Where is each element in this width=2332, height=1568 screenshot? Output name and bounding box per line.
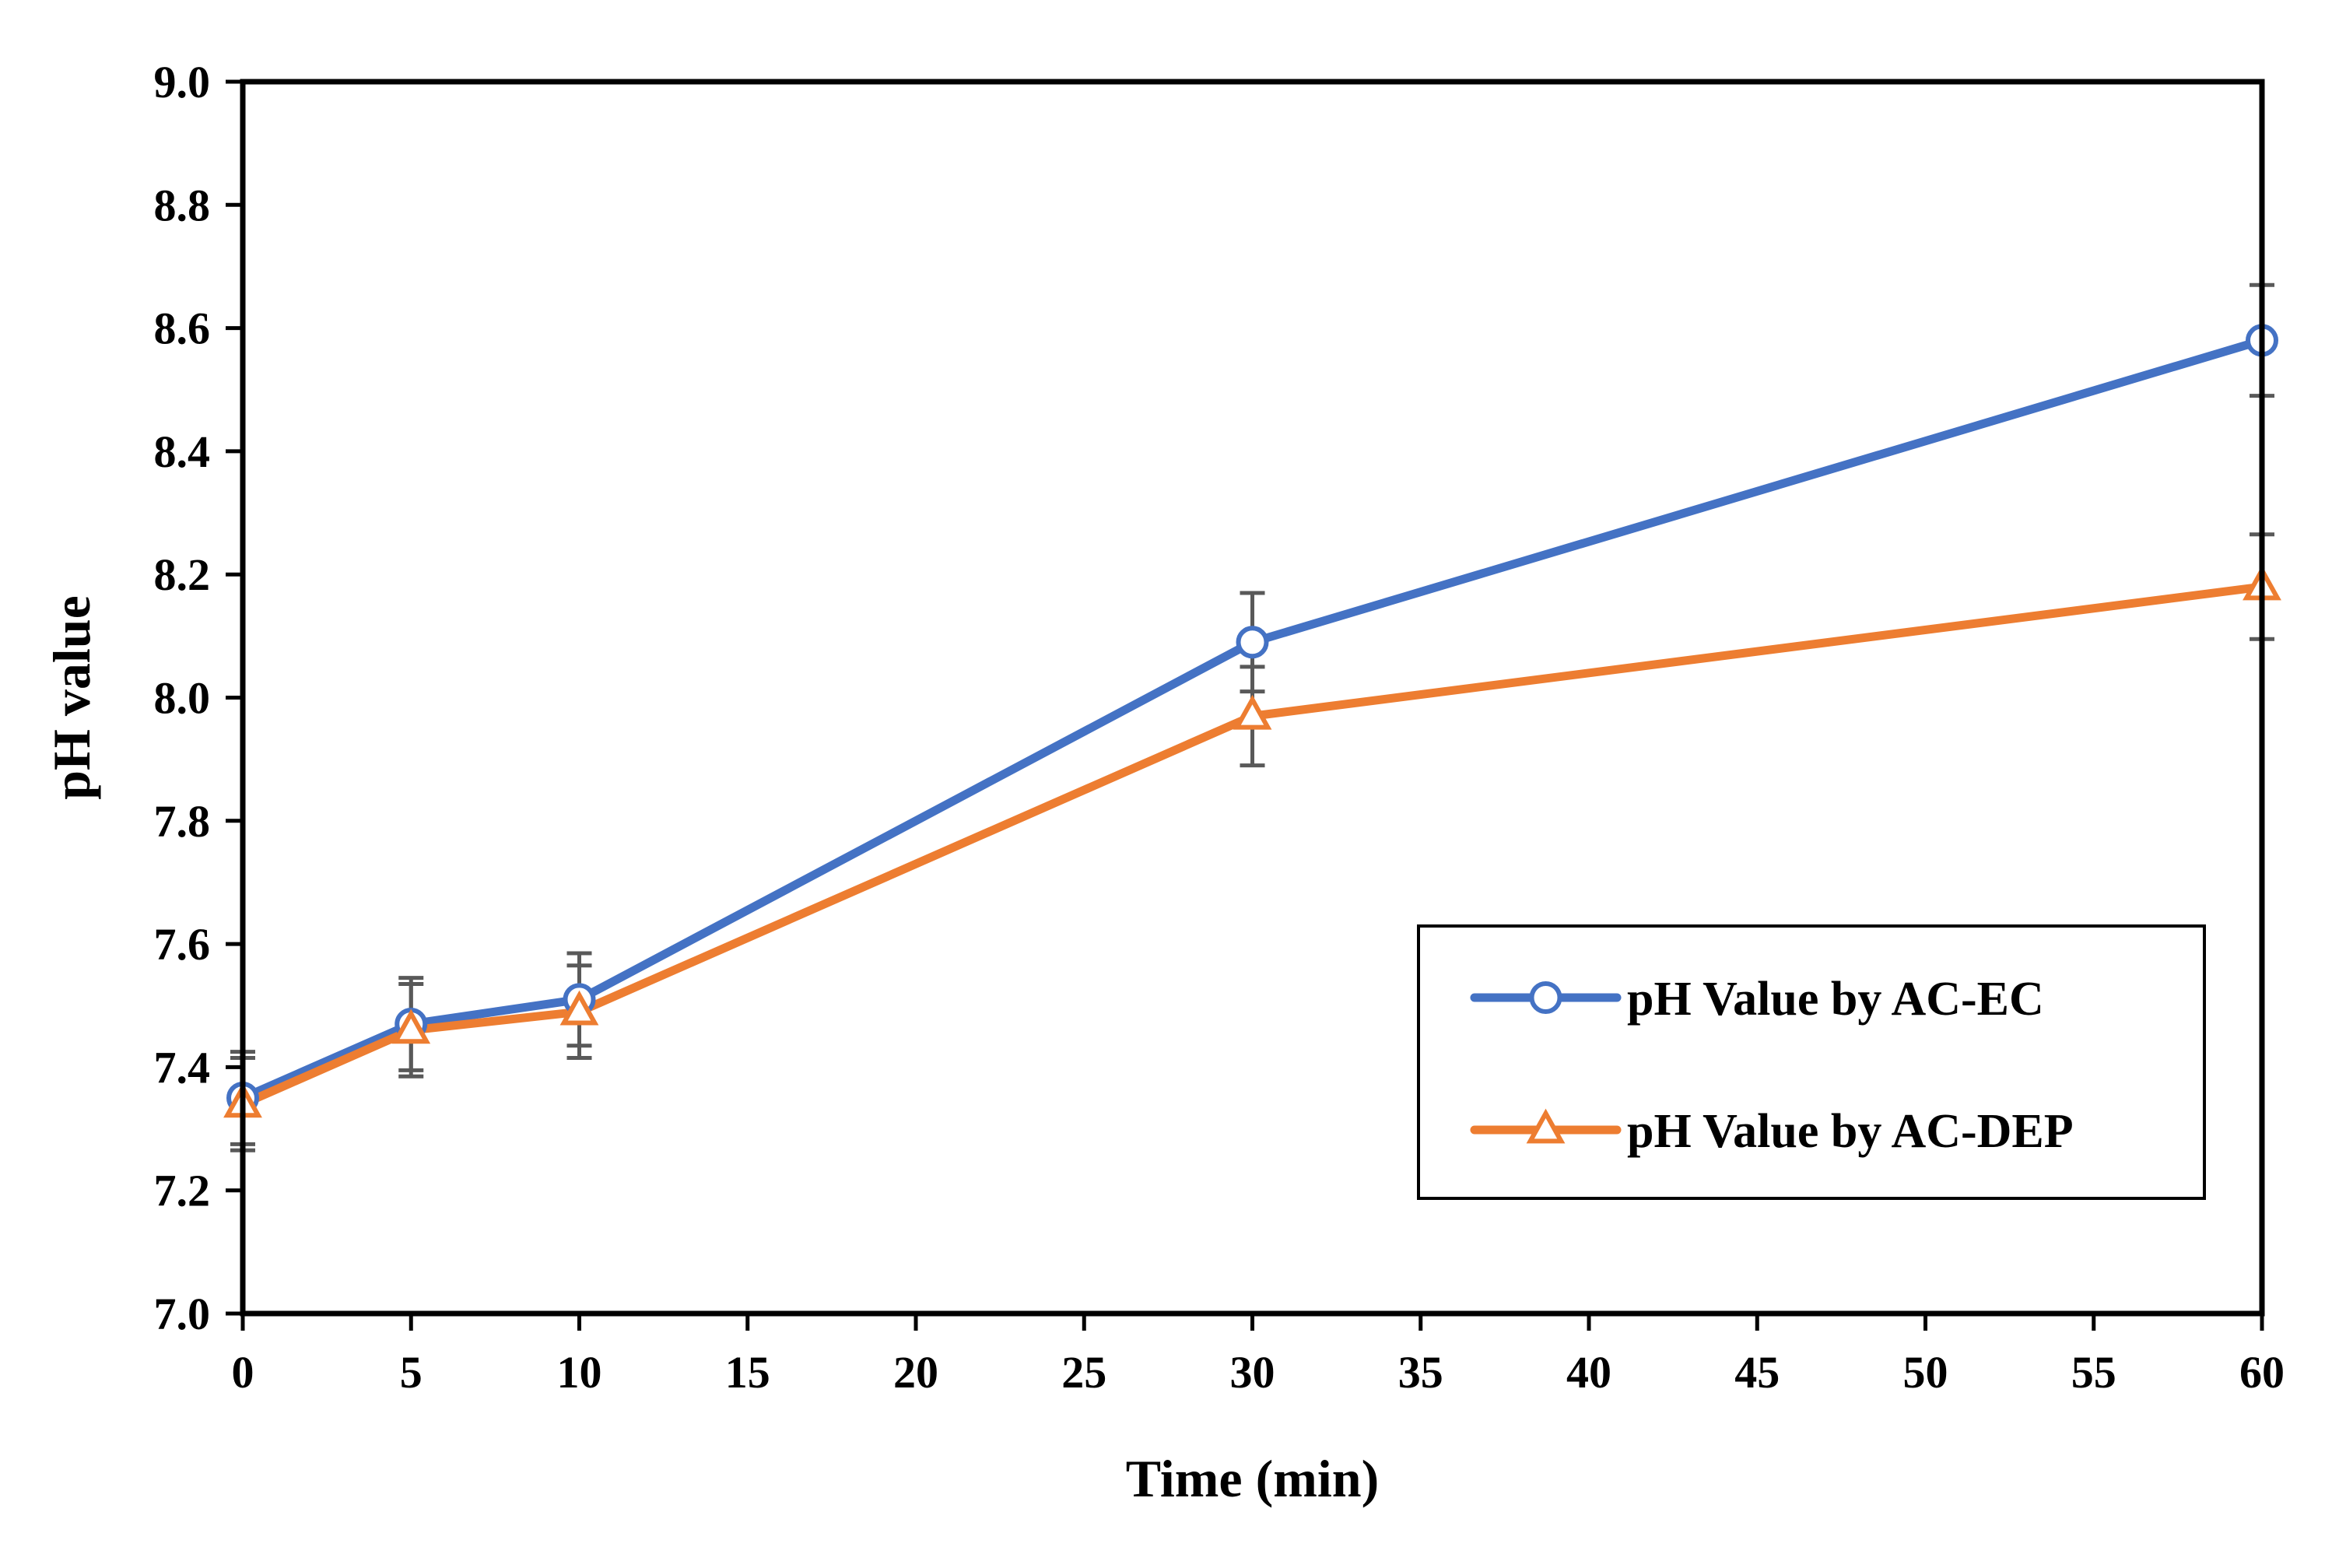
- data-point-triangle: [1233, 694, 1272, 730]
- legend-box: [1417, 924, 2206, 1200]
- y-tick-label: 9.0: [154, 57, 211, 107]
- data-point-circle: [1236, 626, 1269, 659]
- y-tick-label: 7.6: [154, 919, 211, 970]
- x-tick-label: 0: [232, 1347, 254, 1398]
- x-tick-label: 60: [2239, 1347, 2285, 1398]
- data-point-triangle: [391, 1009, 431, 1044]
- y-tick-label: 7.8: [154, 796, 211, 847]
- y-tick-label: 7.0: [154, 1289, 211, 1339]
- x-tick-label: 50: [1903, 1347, 1948, 1398]
- legend: pH Value by AC-EC pH Value by AC-DEP: [1417, 924, 2206, 1200]
- x-tick-label: 10: [557, 1347, 602, 1398]
- y-tick-label: 8.2: [154, 549, 211, 600]
- y-tick-label: 8.8: [154, 180, 211, 230]
- x-tick-label: 15: [725, 1347, 770, 1398]
- x-axis-title: Time (min): [1126, 1449, 1380, 1508]
- x-tick-label: 30: [1230, 1347, 1275, 1398]
- y-tick-label: 7.4: [154, 1042, 211, 1093]
- legend-label-2: pH Value by AC-DEP: [1627, 1105, 2074, 1158]
- x-tick-label: 55: [2071, 1347, 2116, 1398]
- x-tick-label: 45: [1734, 1347, 1780, 1398]
- x-tick-label: 40: [1566, 1347, 1611, 1398]
- legend-marker-2: [1526, 1108, 1566, 1144]
- x-tick-label: 5: [400, 1347, 423, 1398]
- y-axis-title: pH value: [42, 595, 101, 800]
- y-tick-label: 8.0: [154, 673, 211, 724]
- x-tick-label: 25: [1061, 1347, 1106, 1398]
- legend-label-1: pH Value by AC-EC: [1627, 973, 2044, 1026]
- y-tick-label: 8.4: [154, 426, 211, 477]
- y-tick-label: 8.6: [154, 303, 211, 354]
- x-tick-label: 35: [1398, 1347, 1443, 1398]
- x-tick-label: 20: [893, 1347, 938, 1398]
- y-axis-ticks: 7.0 7.2 7.4 7.6 7.8 8.0 8.2 8.4 8.6 8.8 9.0: [154, 57, 243, 1339]
- legend-marker-1: [1529, 981, 1562, 1014]
- y-tick-label: 7.2: [154, 1166, 211, 1216]
- data-point-triangle: [559, 990, 599, 1026]
- x-axis-ticks: 0 5 10 15 20 25 30 35 40 45 50 55 60: [232, 1314, 2285, 1398]
